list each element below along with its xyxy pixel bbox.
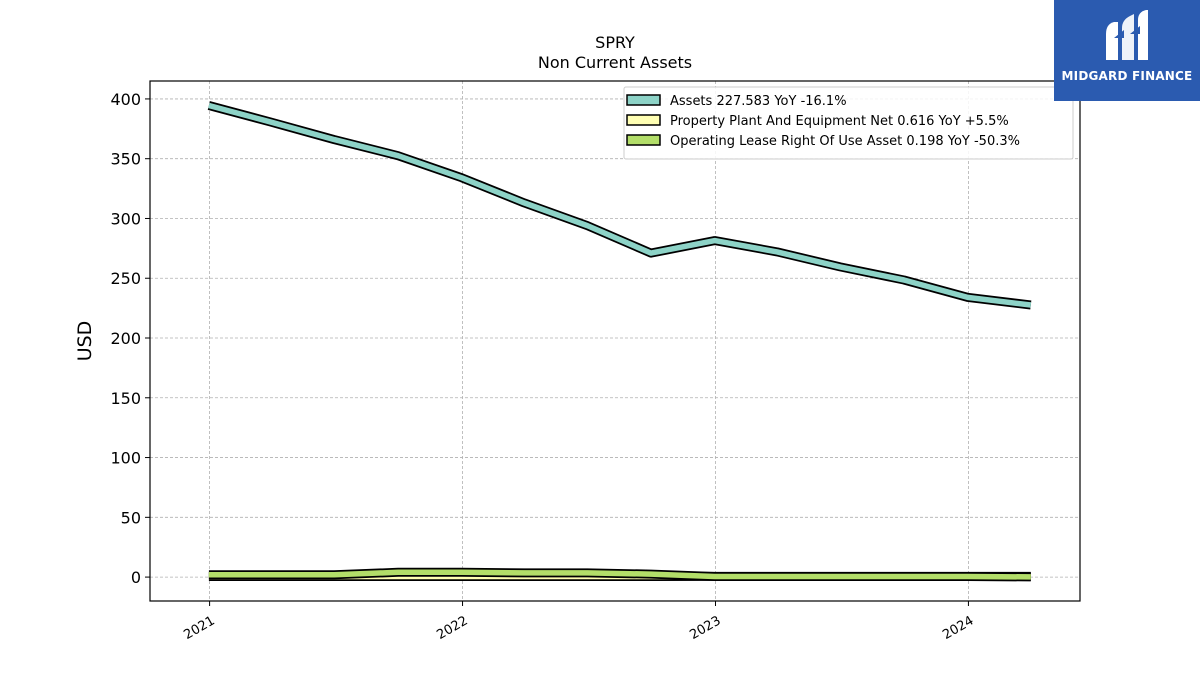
x-axis: 2021 2022 2023 2024 [181, 601, 976, 643]
legend-swatch [626, 94, 661, 106]
x-tick-label: 2024 [940, 613, 976, 643]
legend: Assets 227.583 YoY -16.1% Property Plant … [623, 86, 1074, 160]
chart-subtitle: Non Current Assets [538, 53, 692, 72]
legend-entry: Assets 227.583 YoY -16.1% [670, 94, 847, 109]
series-layer [207, 101, 1032, 582]
legend-swatch [626, 134, 661, 146]
x-tick-label: 2022 [434, 613, 470, 643]
legend-entry: Property Plant And Equipment Net 0.616 Y… [670, 114, 1009, 129]
y-axis: 0 50 100 150 200 250 300 350 400 [110, 90, 150, 587]
grid [150, 81, 1080, 601]
series-3 [208, 567, 1031, 582]
logo-mark-icon [1106, 10, 1148, 60]
y-tick-label: 300 [110, 209, 141, 228]
y-tick-label: 400 [110, 90, 141, 109]
y-tick-label: 150 [110, 389, 141, 408]
legend-entry: Operating Lease Right Of Use Asset 0.198… [670, 134, 1020, 149]
x-tick-label: 2023 [687, 613, 723, 643]
x-tick-label: 2021 [181, 613, 217, 643]
series-1 [207, 101, 1032, 310]
y-tick-label: 350 [110, 150, 141, 169]
chart-title: SPRY [595, 33, 635, 52]
y-axis-label: USD [74, 321, 96, 362]
logo-text: MIDGARD FINANCE [1061, 69, 1193, 83]
y-tick-label: 100 [110, 449, 141, 468]
y-tick-label: 50 [121, 508, 141, 527]
series-line [208, 569, 1031, 580]
y-tick-label: 200 [110, 329, 141, 348]
legend-swatch [626, 114, 661, 126]
y-tick-label: 0 [131, 568, 141, 587]
brand-logo: MIDGARD FINANCE [1054, 0, 1200, 101]
plot-frame [149, 80, 1081, 602]
y-tick-label: 250 [110, 269, 141, 288]
series-line [208, 102, 1032, 308]
legend-box [623, 86, 1074, 160]
